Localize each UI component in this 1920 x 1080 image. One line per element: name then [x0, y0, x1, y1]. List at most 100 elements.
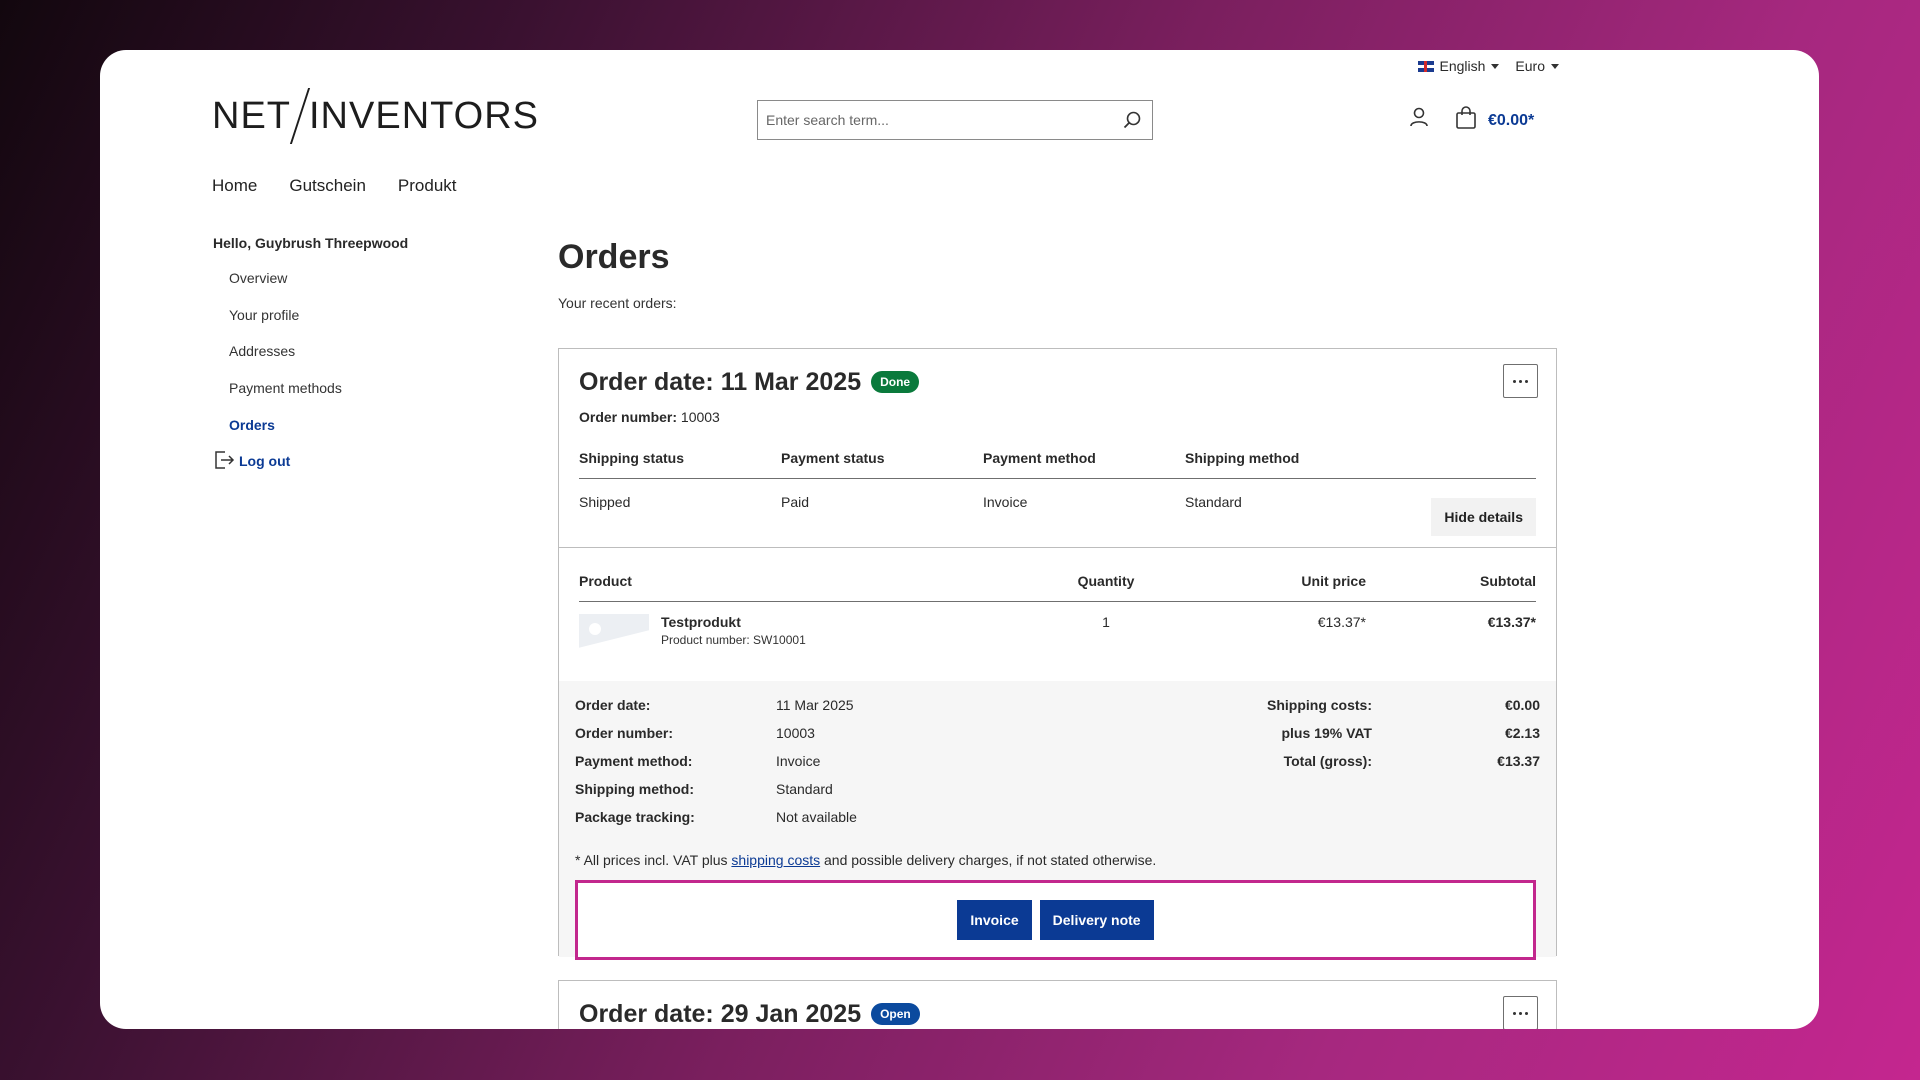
- order-card: Order date: 11 Mar 2025 Done Order numbe…: [558, 348, 1557, 960]
- summary-label: Order date:: [575, 697, 651, 713]
- logout-icon: [213, 449, 235, 474]
- nav-gutschein[interactable]: Gutschein: [289, 176, 366, 195]
- col-subtotal: Subtotal: [1480, 573, 1536, 589]
- summary-value: Standard: [776, 781, 833, 797]
- status-badge: Done: [871, 371, 920, 393]
- greeting: Hello, Guybrush Threepwood: [213, 235, 409, 251]
- nav-home[interactable]: Home: [212, 176, 258, 195]
- page-title: Orders: [558, 238, 670, 276]
- page-subtitle: Your recent orders:: [558, 295, 677, 311]
- shipping-costs-link[interactable]: shipping costs: [731, 852, 821, 868]
- sidebar-item-orders[interactable]: Orders: [229, 416, 275, 433]
- topbar: English Euro: [1417, 58, 1559, 74]
- col-unit-price: Unit price: [1301, 573, 1366, 589]
- invoice-button[interactable]: Invoice: [957, 900, 1032, 940]
- hide-details-button[interactable]: Hide details: [1431, 498, 1536, 536]
- chevron-down-icon: [1491, 63, 1500, 69]
- footnote-text: and possible delivery charges, if not st…: [820, 852, 1157, 868]
- value-payment-method: Invoice: [983, 494, 1028, 510]
- order-date-heading: Order date: 29 Jan 2025: [579, 999, 862, 1028]
- product-number: Product number: SW10001: [661, 633, 806, 647]
- order-card: Order date: 29 Jan 2025 Open: [558, 980, 1557, 1029]
- order-number-value: 10003: [680, 409, 720, 425]
- cart-button[interactable]: €0.00*: [1454, 106, 1534, 135]
- summary-label: Shipping method:: [575, 781, 694, 797]
- more-actions-button[interactable]: [1503, 996, 1538, 1029]
- chevron-down-icon: [1551, 63, 1559, 69]
- total-value: €0.00: [1504, 697, 1540, 713]
- col-quantity: Quantity: [1077, 573, 1135, 589]
- summary-totals: Shipping costs: €0.00 plus 19% VAT €2.13…: [1172, 697, 1540, 769]
- total-label: plus 19% VAT: [1281, 725, 1372, 741]
- order-title: Order date: 29 Jan 2025 Open: [579, 997, 1536, 1029]
- order-items: Product Quantity Unit price Subtotal Tes…: [559, 548, 1556, 681]
- total-value: €2.13: [1504, 725, 1540, 741]
- status-badge: Open: [871, 1003, 920, 1025]
- item-quantity: 1: [1102, 614, 1110, 630]
- cart-icon: [1454, 106, 1478, 135]
- footnote-text: * All prices incl. VAT plus: [575, 852, 732, 868]
- account-icon[interactable]: [1408, 106, 1430, 133]
- value-shipping-status: Shipped: [579, 494, 631, 510]
- header-shipping-method: Shipping method: [1185, 450, 1387, 479]
- total-value: €13.37: [1497, 753, 1540, 769]
- sidebar-item-profile[interactable]: Your profile: [229, 306, 300, 323]
- value-shipping-method: Standard: [1185, 494, 1242, 510]
- sidebar-item-overview[interactable]: Overview: [229, 270, 288, 287]
- summary-label: Payment method:: [575, 753, 693, 769]
- main-navigation: Home Gutschein Produkt: [212, 176, 457, 196]
- total-label: Shipping costs:: [1267, 697, 1372, 713]
- summary-value: 10003: [776, 725, 815, 741]
- order-number: Order number: 10003: [579, 409, 1536, 425]
- items-table-header: Product Quantity Unit price Subtotal: [579, 573, 1536, 602]
- total-label: Total (gross):: [1283, 753, 1372, 769]
- col-product: Product: [579, 573, 632, 589]
- more-actions-button[interactable]: [1503, 364, 1538, 398]
- summary-label: Package tracking:: [575, 809, 695, 825]
- summary-label: Order number:: [575, 725, 674, 741]
- product-name[interactable]: Testprodukt: [661, 614, 741, 630]
- summary-value: Not available: [776, 809, 857, 825]
- summary-value: Invoice: [776, 753, 821, 769]
- browser-page: English Euro NET INVENTORS €0.00* Home G…: [100, 50, 1819, 1029]
- summary-details: Order date: 11 Mar 2025 Order number: 10…: [575, 697, 1540, 825]
- logout-label: Log out: [239, 453, 291, 470]
- value-payment-status: Paid: [781, 494, 810, 510]
- logo-slash: [289, 88, 311, 144]
- product-cell: Testprodukt Product number: SW10001: [579, 614, 1046, 681]
- language-switcher[interactable]: English: [1417, 58, 1500, 74]
- header-payment-method: Payment method: [983, 450, 1185, 479]
- sidebar-item-addresses[interactable]: Addresses: [229, 343, 296, 360]
- language-label: English: [1439, 58, 1486, 74]
- order-header: Order date: 11 Mar 2025 Done Order numbe…: [559, 349, 1556, 548]
- cart-total: €0.00*: [1488, 111, 1535, 129]
- nav-produkt[interactable]: Produkt: [397, 176, 457, 195]
- logout-link[interactable]: Log out: [213, 449, 413, 474]
- item-subtotal: €13.37*: [1487, 614, 1536, 630]
- account-sidebar: Hello, Guybrush Threepwood Overview Your…: [213, 233, 413, 474]
- uk-flag-icon: [1417, 60, 1434, 72]
- content-header: Orders Your recent orders:: [558, 238, 1556, 311]
- order-meta-table: Shipping status Payment status Payment m…: [579, 450, 1536, 510]
- currency-switcher[interactable]: Euro: [1515, 58, 1559, 74]
- product-image-placeholder-icon[interactable]: [579, 614, 649, 662]
- sidebar-item-payment-methods[interactable]: Payment methods: [229, 380, 342, 397]
- order-number-label: Order number:: [579, 409, 678, 425]
- delivery-note-button[interactable]: Delivery note: [1039, 900, 1154, 940]
- search-input[interactable]: [758, 101, 1112, 139]
- search-box: [757, 100, 1153, 140]
- summary-value: 11 Mar 2025: [776, 697, 854, 713]
- header-shipping-status: Shipping status: [579, 450, 781, 479]
- currency-label: Euro: [1515, 58, 1545, 74]
- search-icon[interactable]: [1112, 110, 1152, 130]
- header-spacer: [1387, 450, 1536, 479]
- order-title: Order date: 11 Mar 2025 Done: [579, 365, 1536, 399]
- item-unit-price: €13.37*: [1317, 614, 1366, 630]
- order-date-heading: Order date: 11 Mar 2025: [579, 367, 862, 396]
- price-footnote: * All prices incl. VAT plus shipping cos…: [575, 852, 1540, 868]
- logo[interactable]: NET INVENTORS: [212, 88, 539, 144]
- logo-text-right: INVENTORS: [309, 94, 540, 137]
- order-summary: Order date: 11 Mar 2025 Order number: 10…: [559, 681, 1556, 960]
- document-buttons-highlight: Invoice Delivery note: [575, 880, 1536, 960]
- table-row: Testprodukt Product number: SW10001 1 €1…: [579, 602, 1536, 681]
